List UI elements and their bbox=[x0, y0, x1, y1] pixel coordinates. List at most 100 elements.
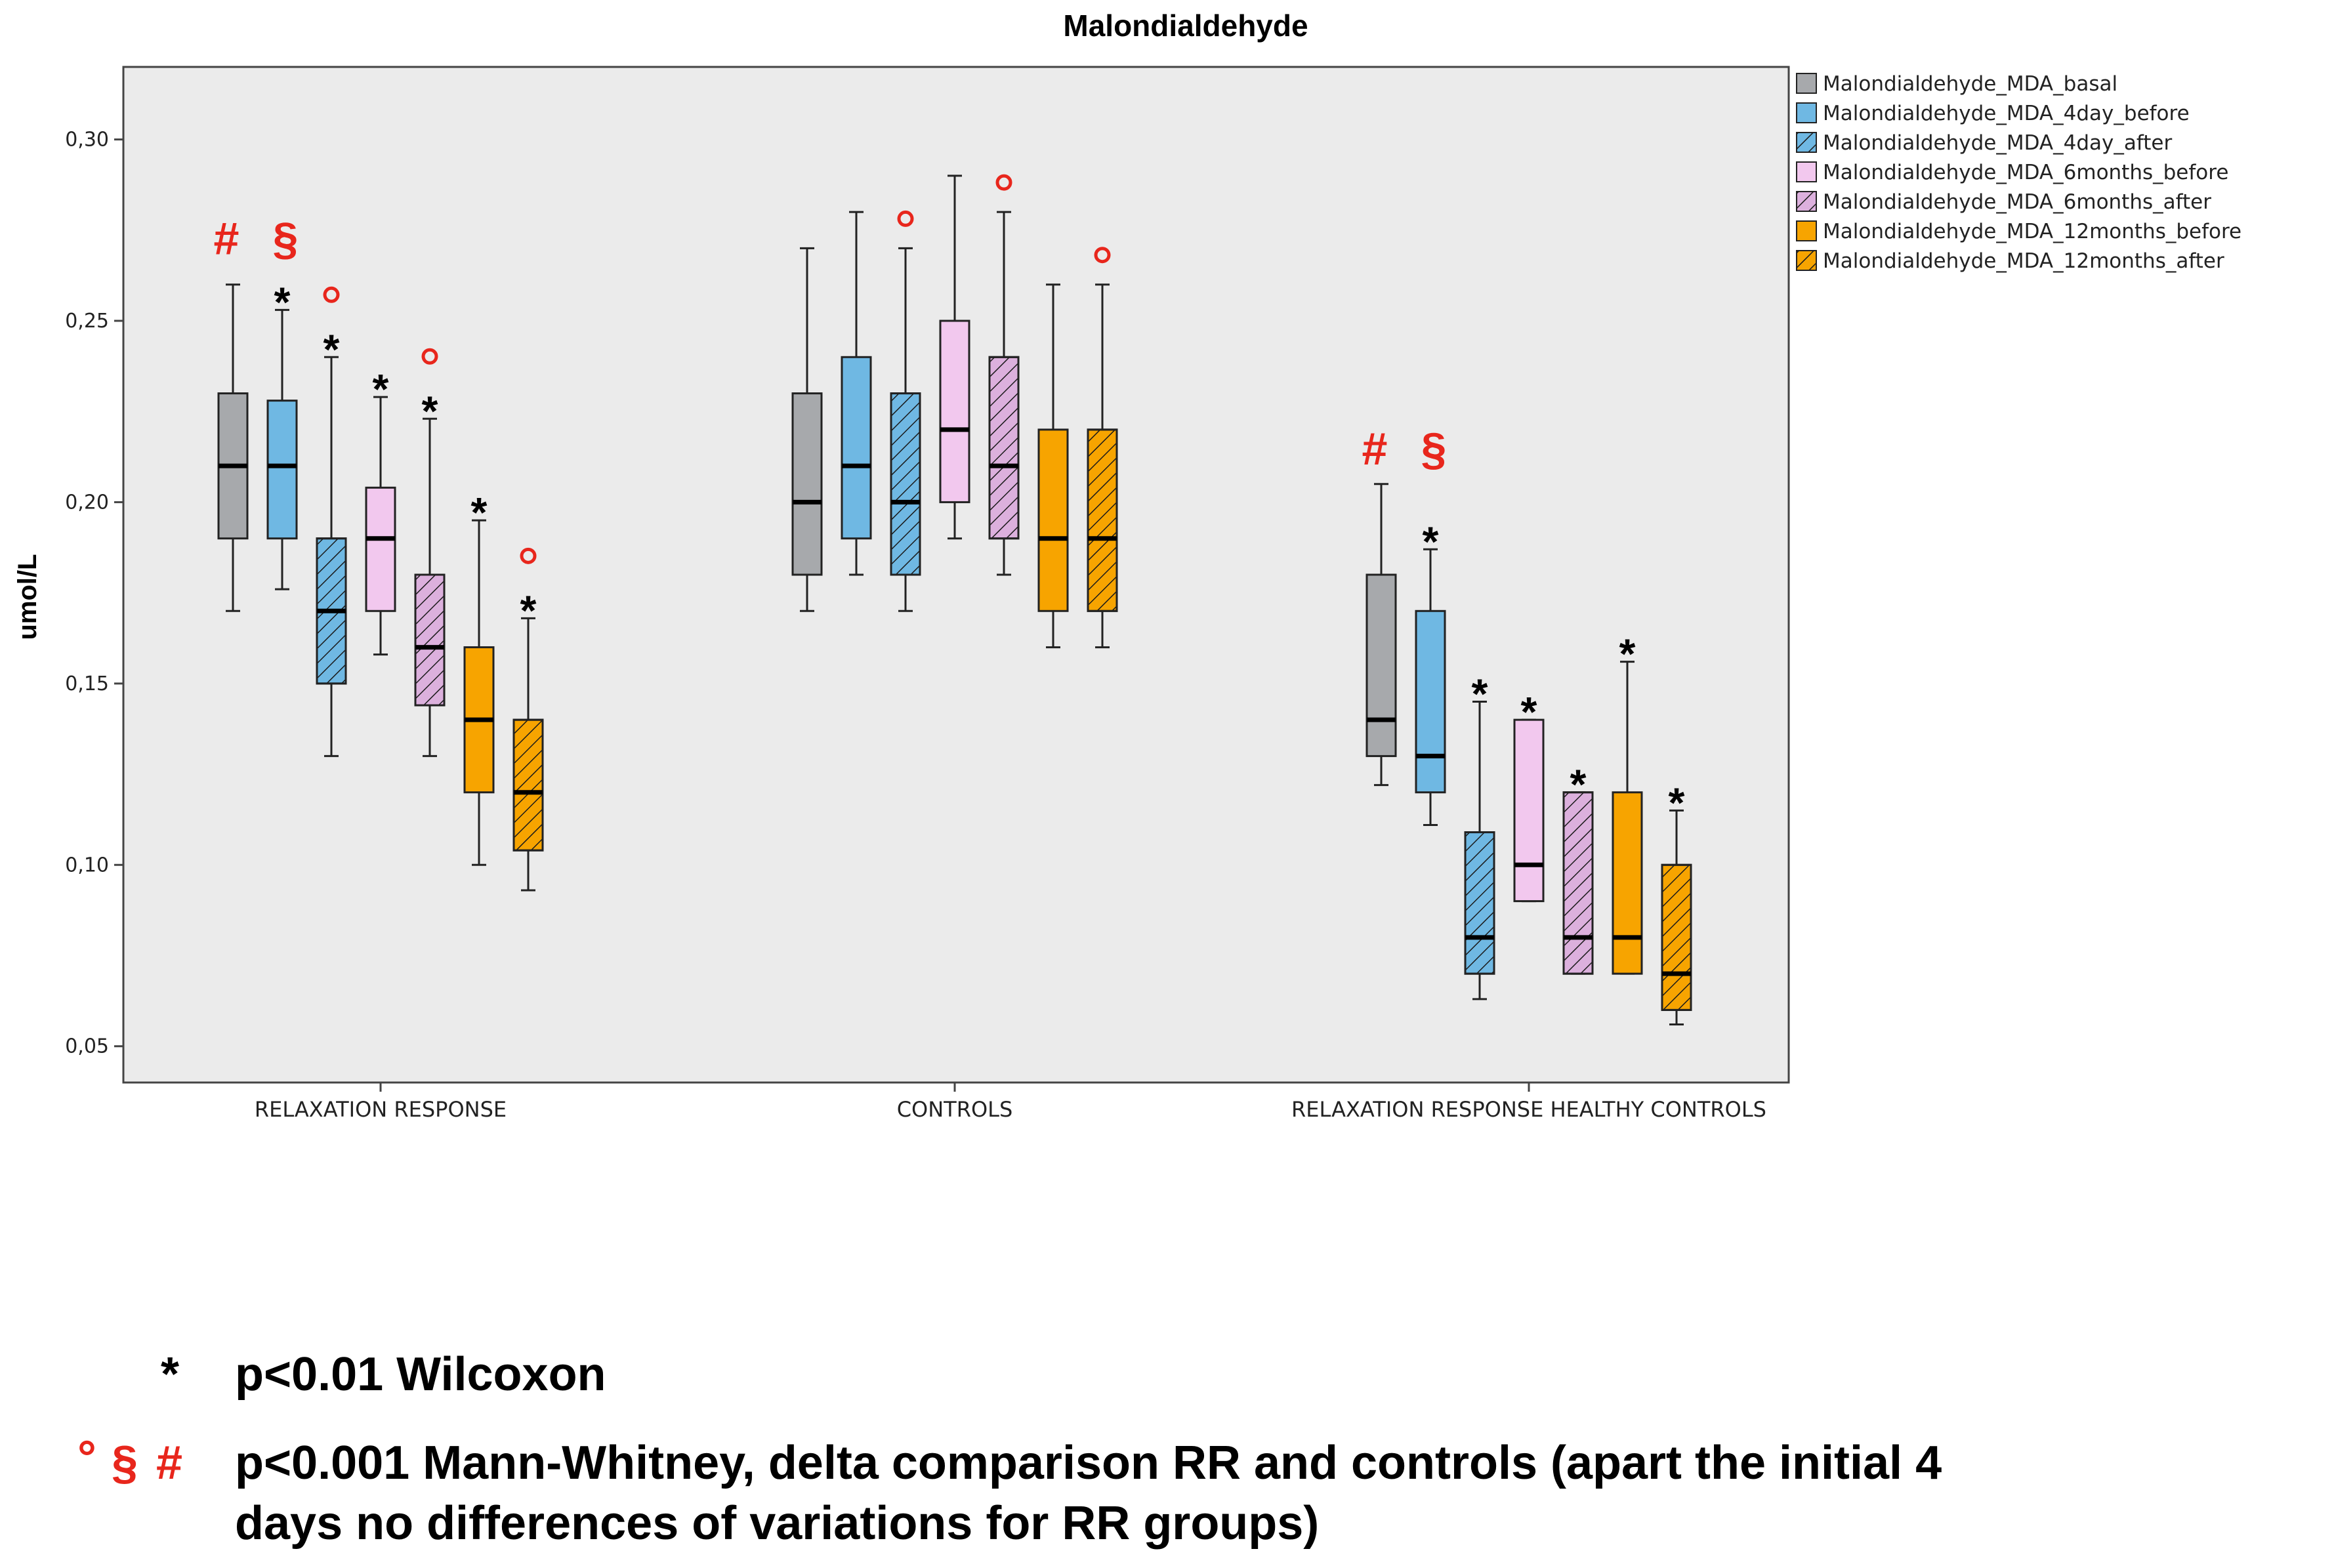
box-0-6 bbox=[512, 617, 544, 892]
significance-star: * bbox=[1619, 630, 1636, 678]
y-tick-label: 0,10 bbox=[65, 854, 109, 877]
x-category-label: RELAXATION RESPONSE HEALTHY CONTROLS bbox=[1291, 1097, 1766, 1122]
significance-star: * bbox=[422, 387, 438, 434]
legend-swatch bbox=[1796, 73, 1817, 94]
footnote-mw-line1: p<0.001 Mann-Whitney, delta comparison R… bbox=[235, 1437, 1942, 1489]
significance-star: * bbox=[274, 278, 291, 325]
footnote-hash-symbol: # bbox=[156, 1437, 183, 1489]
box-0-1 bbox=[266, 308, 298, 590]
box-2-0 bbox=[1365, 483, 1397, 787]
footnote-wilcoxon-text: p<0.01 Wilcoxon bbox=[235, 1348, 606, 1401]
legend-label: Malondialdehyde_MDA_basal bbox=[1823, 72, 2117, 96]
box-body bbox=[1365, 573, 1397, 757]
box-1-2 bbox=[890, 247, 921, 612]
significance-circle bbox=[323, 286, 340, 303]
legend-swatch bbox=[1796, 161, 1817, 182]
box-hatch bbox=[1661, 863, 1692, 1011]
legend-swatch-hatch bbox=[1796, 250, 1817, 271]
box-2-4 bbox=[1562, 791, 1594, 975]
box-body bbox=[266, 400, 298, 540]
y-axis-ticks: 0,05 0,10 0,15 0,20 0,25 0,30 bbox=[65, 129, 123, 1058]
significance-circle bbox=[1094, 247, 1111, 264]
chart-title: Malondialdehyde bbox=[1063, 9, 1308, 43]
footnote-mw-line2: days no differences of variations for RR… bbox=[235, 1497, 1320, 1550]
box-2-5 bbox=[1612, 661, 1643, 975]
significance-star: * bbox=[1423, 518, 1439, 565]
box-1-3 bbox=[939, 175, 970, 540]
box-body bbox=[939, 320, 970, 503]
box-0-2 bbox=[316, 356, 347, 757]
box-body bbox=[841, 356, 872, 540]
legend-label: Malondialdehyde_MDA_12months_after bbox=[1823, 249, 2224, 273]
y-axis-label: umol/L bbox=[13, 554, 42, 640]
boxplot-chart: Malondialdehyde umol/L 0,050,100,150,200… bbox=[13, 9, 2241, 1122]
x-category-label: RELAXATION RESPONSE bbox=[255, 1097, 507, 1122]
box-body bbox=[1415, 609, 1446, 794]
box-1-1 bbox=[841, 211, 872, 576]
significance-star: * bbox=[520, 587, 537, 634]
legend-swatch-hatch bbox=[1796, 132, 1817, 153]
significance-star: * bbox=[1669, 779, 1685, 826]
box-0-4 bbox=[414, 417, 446, 757]
legend-label: Malondialdehyde_MDA_6months_before bbox=[1823, 161, 2228, 184]
significance-circle bbox=[421, 348, 438, 365]
box-hatch bbox=[1562, 791, 1594, 975]
significance-star: * bbox=[471, 489, 488, 536]
plot-area bbox=[122, 66, 1790, 1084]
box-hatch bbox=[414, 573, 446, 707]
significance-star: * bbox=[1472, 671, 1488, 718]
box-2-1 bbox=[1415, 548, 1446, 826]
footnote-wilcoxon: * p<0.01 Wilcoxon bbox=[0, 1345, 2334, 1411]
x-axis-categories: RELAXATION RESPONSE CONTROLS RELAXATION RE… bbox=[255, 1083, 1766, 1122]
y-tick-label: 0,25 bbox=[65, 310, 109, 333]
box-0-5 bbox=[463, 519, 495, 866]
footnote-circle-symbol: ° bbox=[77, 1432, 96, 1484]
box-1-4 bbox=[988, 211, 1020, 576]
section-marker: § bbox=[273, 213, 299, 264]
boxes-layer bbox=[217, 175, 1692, 1026]
box-1-6 bbox=[1087, 283, 1118, 649]
box-body bbox=[1513, 718, 1545, 903]
box-hatch bbox=[1464, 831, 1495, 975]
y-tick-label: 0,30 bbox=[65, 129, 109, 152]
box-0-3 bbox=[365, 396, 396, 656]
significance-star: * bbox=[1570, 761, 1587, 808]
footnote-mann-whitney: ° § # p<0.001 Mann-Whitney, delta compar… bbox=[0, 1432, 2334, 1565]
legend-swatch bbox=[1796, 102, 1817, 123]
box-hatch bbox=[1087, 428, 1118, 612]
box-hatch bbox=[890, 392, 921, 576]
legend-label: Malondialdehyde_MDA_4day_before bbox=[1823, 102, 2190, 125]
footnote-section-symbol: § bbox=[112, 1437, 138, 1489]
hash-marker: # bbox=[1362, 423, 1388, 474]
significance-star: * bbox=[373, 365, 389, 413]
legend-label: Malondialdehyde_MDA_12months_before bbox=[1823, 220, 2241, 243]
legend-label: Malondialdehyde_MDA_6months_after bbox=[1823, 190, 2211, 214]
box-1-5 bbox=[1037, 283, 1069, 649]
x-category-label: CONTROLS bbox=[897, 1097, 1013, 1122]
significance-circle bbox=[897, 210, 914, 227]
box-2-3 bbox=[1513, 718, 1545, 903]
box-2-6 bbox=[1661, 809, 1692, 1026]
legend-swatch-hatch bbox=[1796, 191, 1817, 212]
box-hatch bbox=[988, 356, 1020, 540]
section-marker: § bbox=[1421, 423, 1447, 474]
significance-circle bbox=[520, 547, 537, 564]
legend: Malondialdehyde_MDA_basal Malondialdehyde… bbox=[1796, 72, 2241, 273]
box-body bbox=[791, 392, 823, 576]
box-0-0 bbox=[217, 283, 249, 612]
box-body bbox=[1037, 428, 1069, 612]
box-2-2 bbox=[1464, 701, 1495, 1001]
y-tick-label: 0,15 bbox=[65, 672, 109, 695]
legend-swatch bbox=[1796, 220, 1817, 241]
y-tick-label: 0,20 bbox=[65, 491, 109, 514]
box-hatch bbox=[512, 718, 544, 852]
box-1-0 bbox=[791, 247, 823, 612]
significance-star: * bbox=[1521, 688, 1537, 735]
y-tick-label: 0,05 bbox=[65, 1035, 109, 1058]
annotations-layer: * * * * * * * * * * * * # § # § bbox=[214, 174, 1685, 826]
hash-marker: # bbox=[214, 213, 240, 264]
legend-label: Malondialdehyde_MDA_4day_after bbox=[1823, 131, 2172, 155]
box-body bbox=[1612, 791, 1643, 975]
significance-circle bbox=[995, 174, 1012, 191]
footnote-star-symbol: * bbox=[161, 1348, 180, 1401]
